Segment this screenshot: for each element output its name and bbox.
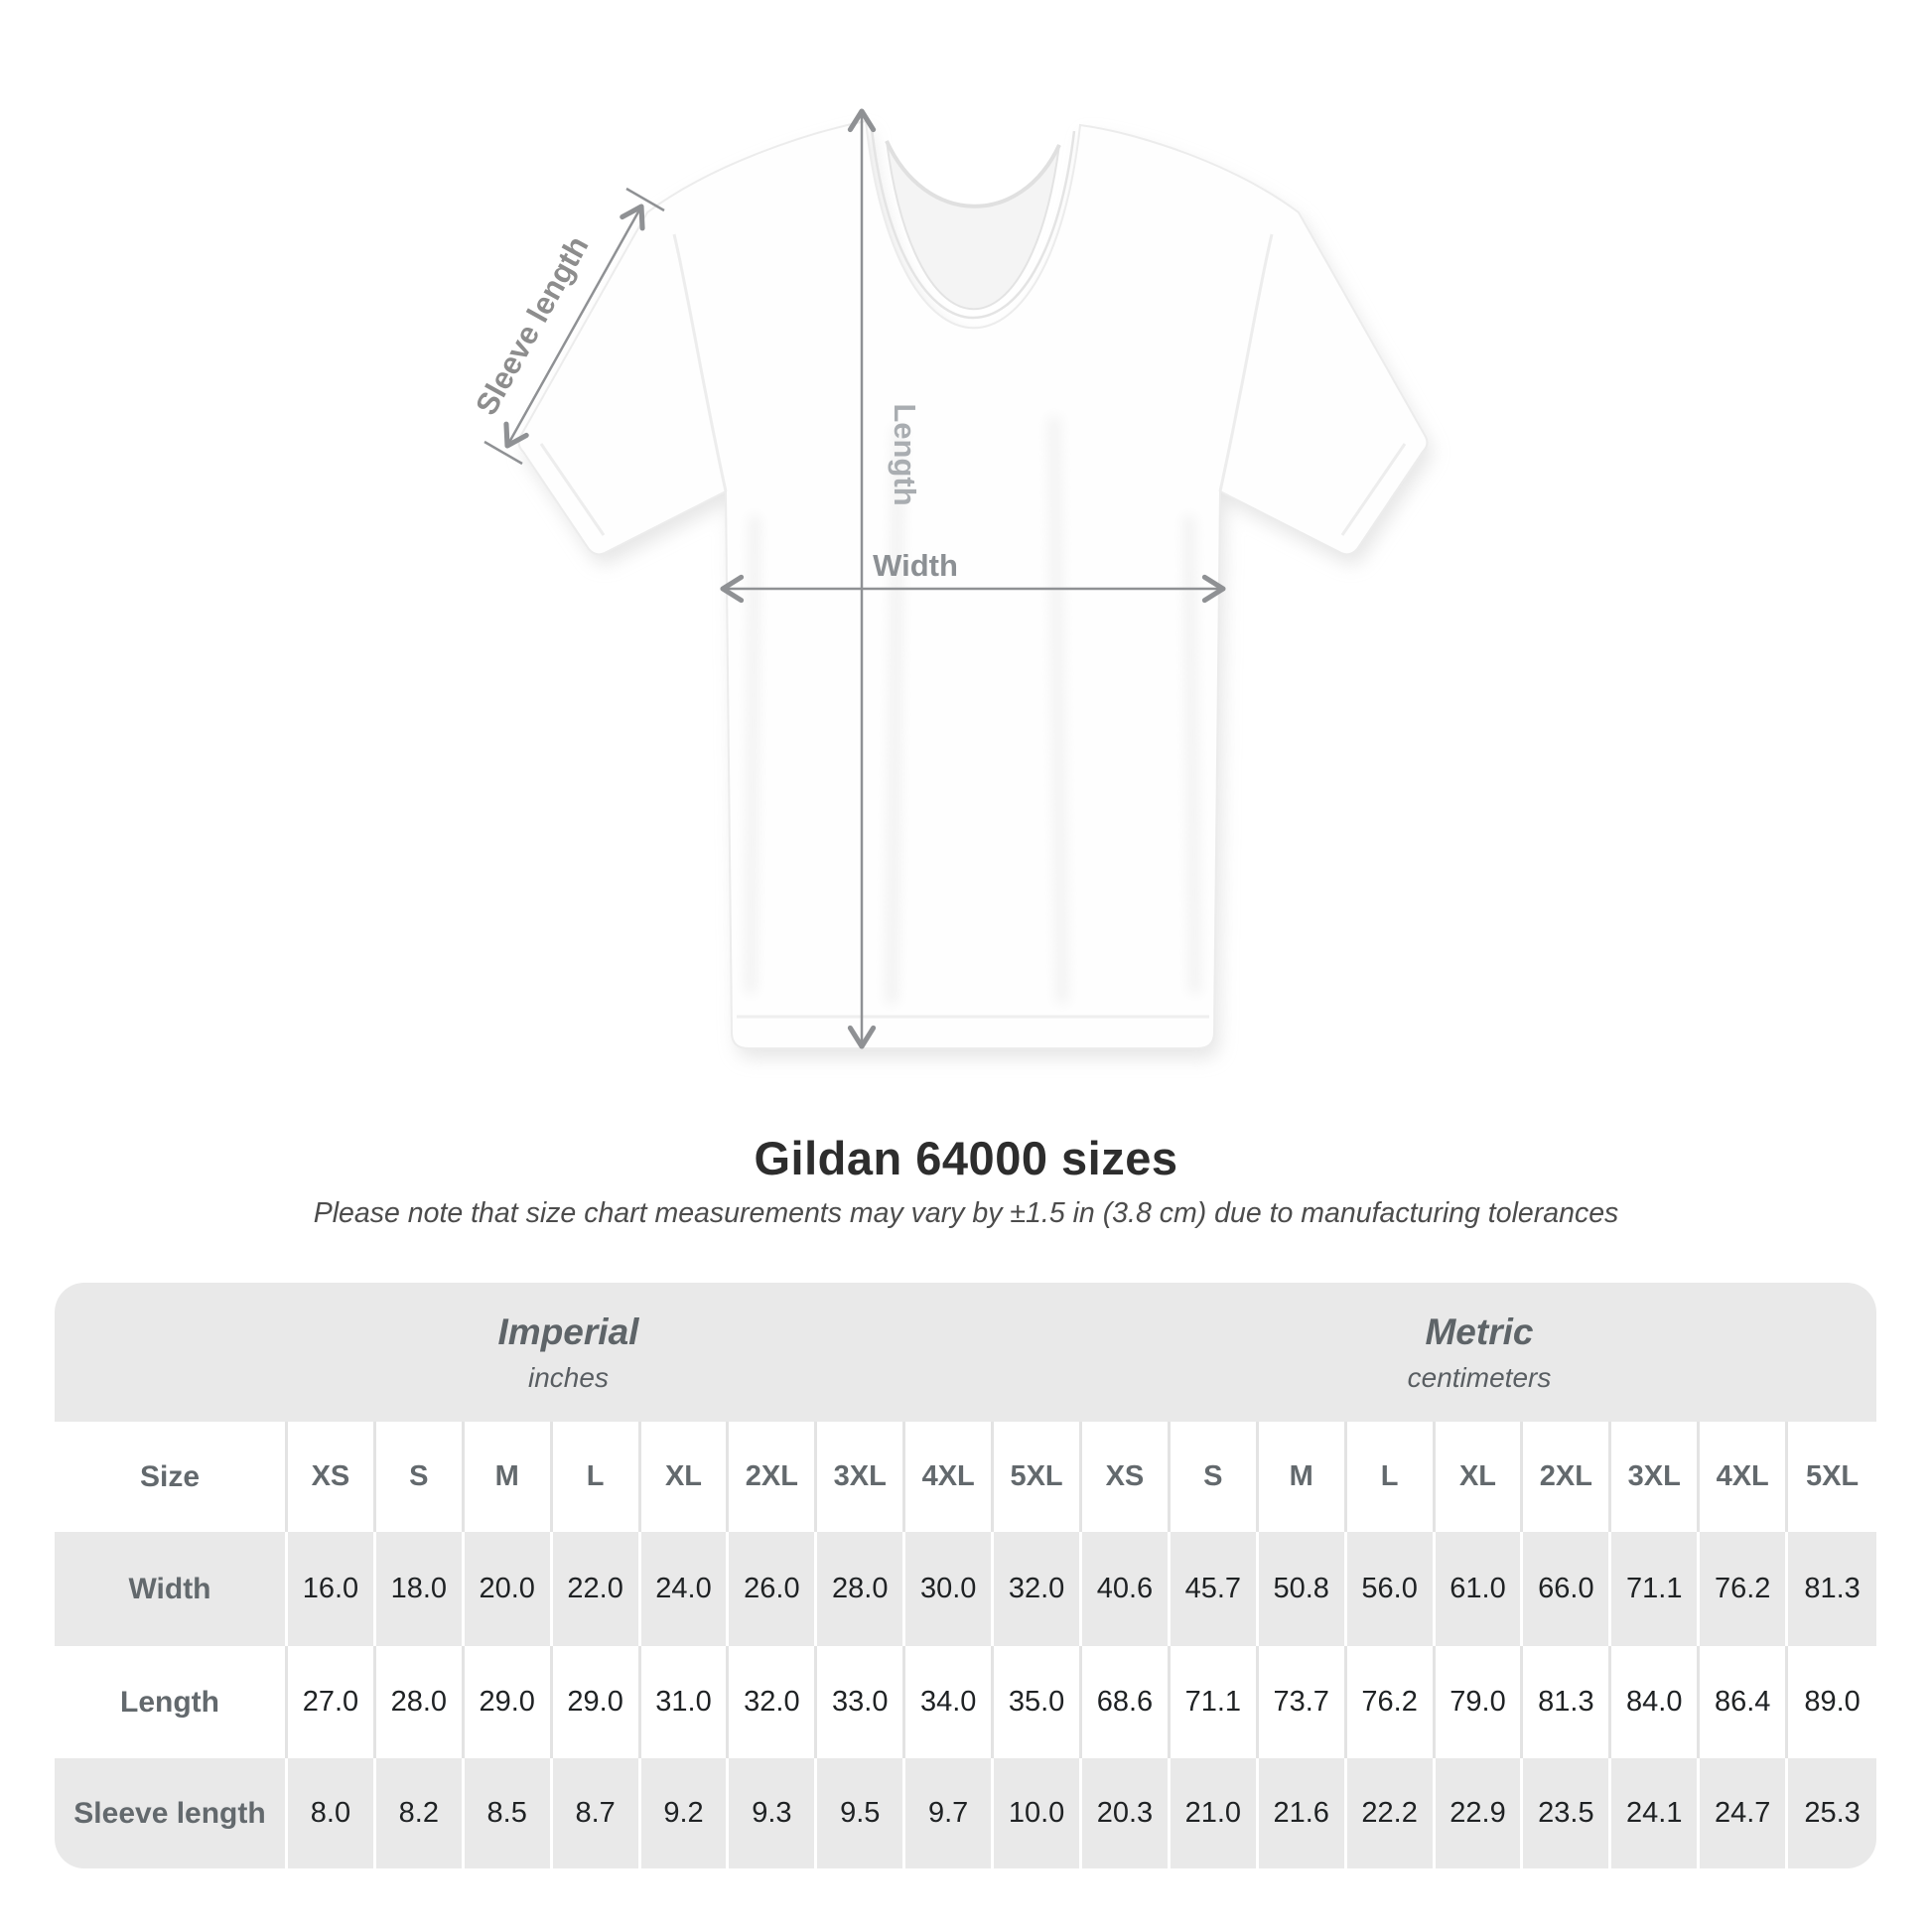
table-cell: 20.3 (1081, 1758, 1171, 1868)
group-name: Metric (1425, 1311, 1534, 1352)
table-cell: 18.0 (375, 1532, 465, 1646)
size-col-header: XL (640, 1422, 730, 1532)
size-col-header: 3XL (1611, 1422, 1701, 1532)
table-cell: 8.7 (552, 1758, 641, 1868)
table-cell: 40.6 (1081, 1532, 1171, 1646)
back-neck-seam (885, 140, 1061, 208)
group-unit: centimeters (1407, 1361, 1552, 1393)
table-cell: 81.3 (1523, 1646, 1612, 1758)
table-cell: 21.0 (1170, 1758, 1259, 1868)
left-sleeve-seam (672, 233, 728, 492)
table-cell: 28.0 (817, 1532, 906, 1646)
table-cell: 23.5 (1523, 1758, 1612, 1868)
table-cell: 9.3 (729, 1758, 818, 1868)
tshirt-illustration: Sleeve length Length Width (469, 108, 1433, 1058)
page-title: Gildan 64000 sizes (754, 1132, 1178, 1184)
table-cell: 9.2 (640, 1758, 730, 1868)
size-col-header: L (552, 1422, 641, 1532)
table-cell: 29.0 (552, 1646, 641, 1758)
table-cell: 9.7 (905, 1758, 995, 1868)
size-table: Imperial inches Metric centimeters Size … (55, 1283, 1876, 1868)
table-cell: 34.0 (905, 1646, 995, 1758)
table-cell: 9.5 (817, 1758, 906, 1868)
table-cell: 28.0 (375, 1646, 465, 1758)
table-cell: 21.6 (1258, 1758, 1347, 1868)
size-col-header: 3XL (817, 1422, 906, 1532)
row-label-width: Width (55, 1532, 288, 1646)
width-label: Width (873, 548, 958, 583)
table-cell: 24.7 (1700, 1758, 1789, 1868)
table-cell: 30.0 (905, 1532, 995, 1646)
size-col-header: XS (288, 1422, 376, 1532)
table-cell: 86.4 (1700, 1646, 1789, 1758)
size-col-header: L (1346, 1422, 1436, 1532)
table-cell: 8.2 (375, 1758, 465, 1868)
table-cell: 20.0 (464, 1532, 553, 1646)
table-cell: 50.8 (1258, 1532, 1347, 1646)
group-header-metric: Metric centimeters (1081, 1283, 1876, 1422)
table-cell: 76.2 (1700, 1532, 1789, 1646)
table-cell: 10.0 (994, 1758, 1082, 1868)
table-cell: 76.2 (1346, 1646, 1436, 1758)
size-col-header: 5XL (1788, 1422, 1876, 1532)
length-label: Length (888, 403, 922, 505)
table-cell: 33.0 (817, 1646, 906, 1758)
table-cell: 61.0 (1435, 1532, 1524, 1646)
size-col-header: 4XL (905, 1422, 995, 1532)
right-sleeve-seam (1218, 233, 1274, 492)
page-subtitle: Please note that size chart measurements… (313, 1197, 1619, 1229)
sleeve-length-arrow (503, 204, 645, 449)
size-col-header: M (1258, 1422, 1347, 1532)
size-col-header: S (375, 1422, 465, 1532)
table-cell: 24.1 (1611, 1758, 1701, 1868)
size-col-header: 5XL (994, 1422, 1082, 1532)
table-cell: 66.0 (1523, 1532, 1612, 1646)
group-header-imperial: Imperial inches (55, 1283, 1082, 1422)
group-unit: inches (528, 1361, 609, 1393)
collar-stitch (870, 128, 1076, 320)
table-cell: 22.2 (1346, 1758, 1436, 1868)
table-cell: 45.7 (1170, 1532, 1259, 1646)
table-cell: 73.7 (1258, 1646, 1347, 1758)
table-cell: 26.0 (729, 1532, 818, 1646)
size-col-header: 4XL (1700, 1422, 1789, 1532)
table-cell: 29.0 (464, 1646, 553, 1758)
size-col-header: 2XL (1523, 1422, 1612, 1532)
size-col-header: XL (1435, 1422, 1524, 1532)
table-cell: 32.0 (729, 1646, 818, 1758)
row-label-sleeve-length: Sleeve length (55, 1758, 288, 1868)
table-cell: 71.1 (1170, 1646, 1259, 1758)
sleeve-cap-top (625, 187, 665, 212)
table-cell: 22.9 (1435, 1758, 1524, 1868)
table-cell: 22.0 (552, 1532, 641, 1646)
table-cell: 68.6 (1081, 1646, 1171, 1758)
row-label-length: Length (55, 1646, 288, 1758)
table-cell: 25.3 (1788, 1758, 1876, 1868)
table-cell: 84.0 (1611, 1646, 1701, 1758)
table-cell: 81.3 (1788, 1532, 1876, 1646)
size-col-header: XS (1081, 1422, 1171, 1532)
size-col-header: M (464, 1422, 553, 1532)
table-cell: 24.0 (640, 1532, 730, 1646)
dimension-lines (483, 108, 1226, 1049)
table-cell: 71.1 (1611, 1532, 1701, 1646)
group-name: Imperial (497, 1311, 639, 1352)
right-cuff-stitch (1340, 443, 1407, 536)
left-cuff-stitch (539, 443, 606, 536)
table-cell: 27.0 (288, 1646, 376, 1758)
table-cell: 8.5 (464, 1758, 553, 1868)
table-cell: 89.0 (1788, 1646, 1876, 1758)
size-header-label: Size (55, 1422, 288, 1532)
table-cell: 32.0 (994, 1532, 1082, 1646)
size-col-header: S (1170, 1422, 1259, 1532)
table-cell: 8.0 (288, 1758, 376, 1868)
sleeve-cap-bottom (483, 440, 523, 466)
table-cell: 31.0 (640, 1646, 730, 1758)
table-cell: 56.0 (1346, 1532, 1436, 1646)
size-col-header: 2XL (729, 1422, 818, 1532)
table-cell: 16.0 (288, 1532, 376, 1646)
table-cell: 79.0 (1435, 1646, 1524, 1758)
table-cell: 35.0 (994, 1646, 1082, 1758)
